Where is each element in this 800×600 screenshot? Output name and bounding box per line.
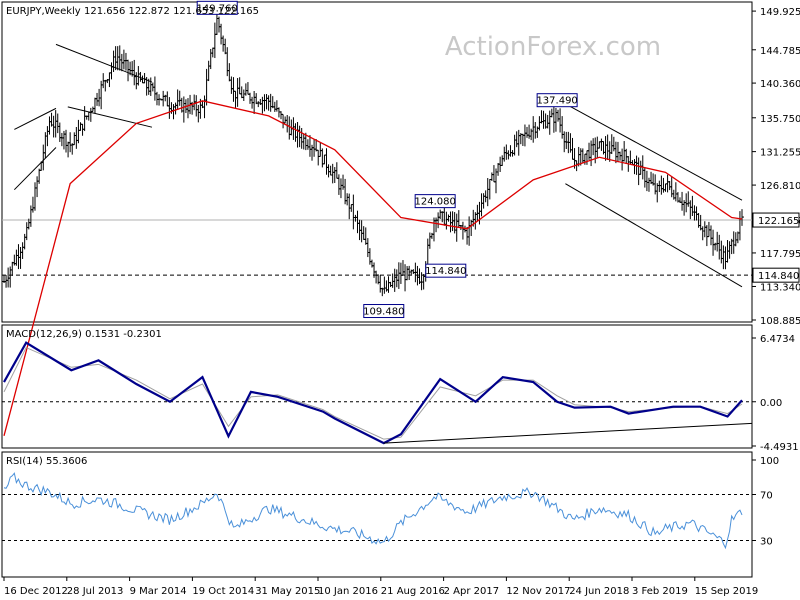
macd-layer: 6.4734 0.00 -4.4931 [2, 334, 799, 453]
price-tick-label: 135.750 [760, 114, 800, 125]
price-tick-label: 144.785 [760, 46, 800, 57]
annotation-label: 124.080 [414, 197, 455, 208]
macd-title: MACD(12,26,9) 0.1531 -0.2301 [6, 329, 162, 340]
macd-panel-frame [1, 324, 753, 449]
annotation-box [363, 304, 405, 319]
chart-ohlc-readout: 121.656 122.872 121.653 122.165 [84, 6, 259, 17]
watermark: ActionForex.com [445, 32, 661, 62]
rsi-panel-frame [1, 451, 753, 578]
price-tick-label: 113.340 [760, 282, 800, 293]
macd-tick-label: -4.4931 [760, 442, 799, 453]
macd-tick-label: 0.00 [760, 398, 782, 409]
x-tick-label: 19 Oct 2014 [192, 586, 254, 597]
axis-price-label: 114.840 [758, 271, 799, 282]
annotation-box [536, 93, 578, 108]
rsi-title: RSI(14) 55.3606 [6, 456, 87, 467]
trend-channel-line [565, 183, 743, 288]
annotation-box [425, 263, 467, 278]
annotation-label: 149.760 [197, 3, 238, 14]
rsi-tick-label: 70 [760, 491, 773, 502]
price-tick-label: 126.810 [760, 181, 800, 192]
axis-price-box [752, 267, 800, 283]
price-tick-label: 108.885 [760, 316, 800, 327]
price-layer: 149.925 144.785 140.360 135.750 131.255 126.8… [2, 7, 800, 436]
rsi-line [3, 472, 743, 550]
x-tick-label: 2 Apr 2017 [444, 586, 499, 597]
trend-channel-line [556, 98, 743, 201]
moving-average-line [3, 100, 743, 436]
price-tick-label: 140.360 [760, 79, 800, 90]
price-panel-frame [1, 1, 753, 323]
trend-channel-line [14, 107, 57, 130]
annotation-box [196, 0, 238, 15]
annotation-label: 114.840 [425, 266, 466, 277]
x-tick-label: 3 Feb 2019 [632, 586, 688, 597]
trend-channel-line [55, 43, 153, 83]
macd-tick-label: 6.4734 [760, 334, 795, 345]
x-tick-label: 31 May 2015 [255, 586, 320, 597]
x-tick-label: 21 Aug 2016 [381, 586, 445, 597]
trend-channel-line [67, 106, 153, 128]
x-tick-label: 9 Mar 2014 [130, 586, 187, 597]
rsi-tick-label: 30 [760, 537, 773, 548]
x-tick-label: 16 Dec 2012 [4, 586, 68, 597]
trend-channel-line [13, 147, 57, 191]
price-tick-label: 117.795 [760, 249, 800, 260]
x-tick-label: 12 Nov 2017 [506, 586, 570, 597]
annotation-box [414, 194, 456, 209]
x-tick-label: 15 Sep 2019 [695, 586, 758, 597]
axis-price-box [752, 212, 800, 228]
labels-layer: 149.760 137.490 124.080 114.840 109.480 122.1… [196, 0, 800, 319]
annotation-label: 137.490 [536, 96, 577, 107]
macd-line [3, 341, 743, 445]
macd-signal-line [3, 346, 743, 440]
price-tick-label: 131.255 [760, 148, 800, 159]
axis-price-label: 122.165 [758, 216, 799, 227]
macd-trendline [383, 422, 753, 444]
price-tick-label: 149.925 [760, 7, 800, 18]
x-tick-label: 24 Jun 2018 [569, 586, 629, 597]
chart-symbol-title: EURJPY,Weekly [6, 6, 81, 17]
annotation-label: 109.480 [363, 307, 404, 318]
x-tick-label: 10 Jan 2016 [318, 586, 378, 597]
rsi-tick-label: 100 [760, 456, 779, 467]
x-tick-label: 28 Jul 2013 [67, 586, 124, 597]
